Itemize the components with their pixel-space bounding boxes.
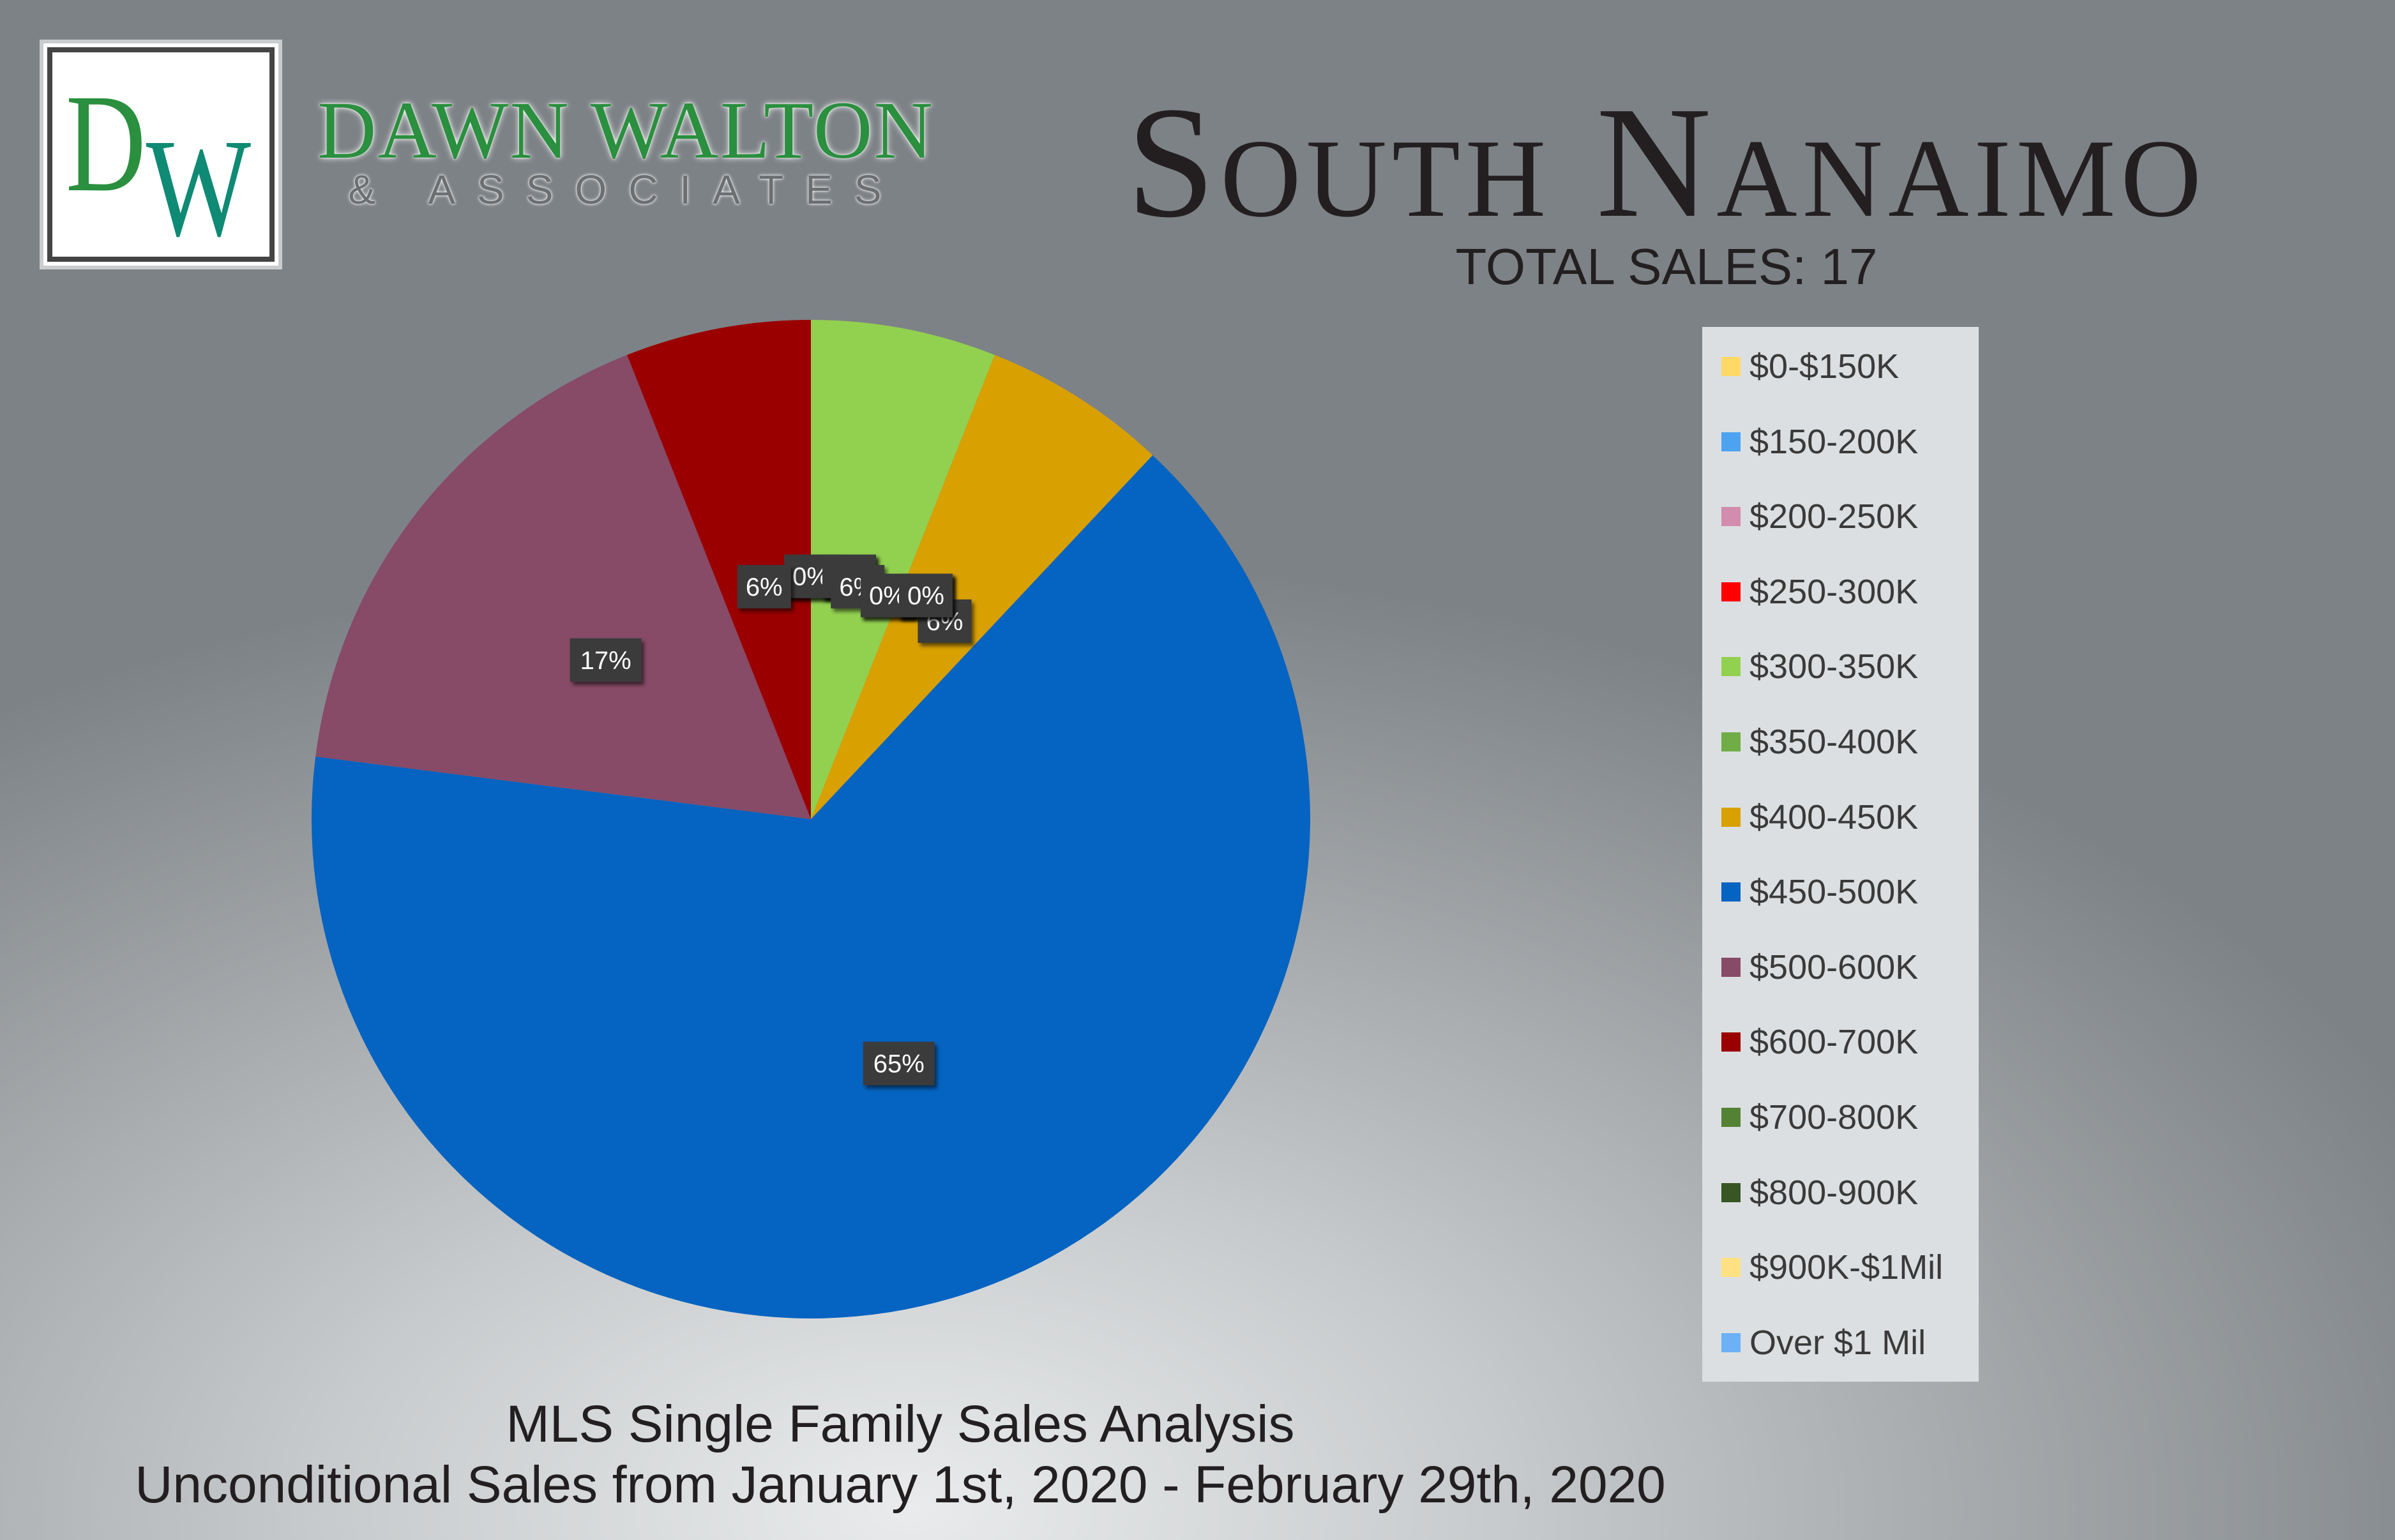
legend-swatch [1721, 357, 1741, 376]
pie-chart: 0%0%0%0%6%0%6%65%17%6%0%0%0%0% [311, 320, 1310, 1318]
logo-letter-d: DW [66, 65, 251, 266]
logo-letter-d: D [66, 65, 146, 221]
pie-data-label: 6% [737, 564, 791, 608]
legend-item: $150-200K [1721, 423, 1918, 461]
legend-swatch [1721, 1332, 1741, 1352]
legend-item: $250-300K [1721, 573, 1918, 611]
legend-item: $0-$150K [1721, 347, 1899, 386]
legend-item: $450-500K [1721, 873, 1918, 911]
legend-swatch [1721, 507, 1741, 527]
legend-label: $500-600K [1749, 947, 1919, 986]
svg-text:65%: 65% [873, 1050, 925, 1078]
svg-text:0%: 0% [907, 582, 944, 610]
legend-label: Over $1 Mil [1749, 1323, 1926, 1362]
brand-name: DAWN WALTON [317, 85, 934, 176]
legend-item: $350-400K [1721, 723, 1918, 761]
legend-label: $600-700K [1749, 1023, 1919, 1062]
legend-swatch [1721, 957, 1741, 977]
legend-label: $450-500K [1749, 873, 1919, 912]
chart-legend: $0-$150K $150-200K $200-250K $250-300K $300-… [1702, 327, 1979, 1382]
legend-swatch [1721, 582, 1741, 601]
pie-slice [811, 354, 1153, 819]
brand-subtitle: & ASSOCIATES [348, 167, 903, 213]
legend-item: $800-900K [1721, 1174, 1918, 1212]
legend-label: $800-900K [1749, 1173, 1919, 1212]
legend-label: $900K-$1Mil [1749, 1248, 1944, 1287]
legend-item: Over $1 Mil [1721, 1324, 1926, 1362]
pie-slice [315, 354, 812, 819]
legend-swatch [1721, 432, 1741, 451]
legend-swatch [1721, 807, 1741, 827]
legend-label: $250-300K [1749, 572, 1919, 611]
legend-swatch [1721, 657, 1741, 677]
pie-data-label: 0% [899, 573, 953, 617]
pie-slice [627, 320, 811, 819]
legend-swatch [1721, 882, 1741, 902]
legend-label: $400-450K [1749, 797, 1919, 836]
legend-swatch [1721, 1108, 1741, 1127]
legend-swatch [1721, 732, 1741, 751]
logo-letter-w: W [146, 110, 252, 266]
svg-text:17%: 17% [580, 647, 631, 675]
legend-label: $150-200K [1749, 422, 1919, 461]
legend-item: $900K-$1Mil [1721, 1248, 1943, 1287]
legend-label: $300-350K [1749, 647, 1919, 686]
legend-swatch [1721, 1258, 1741, 1278]
pie-slice [311, 455, 1310, 1318]
brand-logo: DW [40, 40, 282, 269]
legend-item: $400-450K [1721, 798, 1918, 836]
legend-label: $350-400K [1749, 723, 1919, 761]
legend-swatch [1721, 1182, 1741, 1202]
legend-item: $300-350K [1721, 647, 1918, 686]
chart-caption-line-1: MLS Single Family Sales Analysis [506, 1395, 1295, 1453]
page-title: South Nanaimo [1126, 74, 2207, 251]
legend-item: $700-800K [1721, 1098, 1918, 1136]
svg-text:6%: 6% [746, 573, 783, 601]
legend-label: $200-250K [1749, 497, 1919, 536]
legend-swatch [1721, 1032, 1741, 1052]
legend-label: $700-800K [1749, 1098, 1919, 1136]
pie-data-label: 17% [570, 638, 642, 682]
legend-item: $600-700K [1721, 1023, 1918, 1061]
legend-item: $200-250K [1721, 497, 1918, 536]
legend-label: $0-$150K [1749, 347, 1900, 386]
legend-item: $500-600K [1721, 948, 1918, 986]
pie-slice [811, 320, 995, 819]
pie-data-label: 65% [863, 1041, 935, 1085]
chart-caption-line-2: Unconditional Sales from January 1st, 20… [135, 1456, 1666, 1514]
total-sales: TOTAL SALES: 17 [1455, 238, 1878, 295]
